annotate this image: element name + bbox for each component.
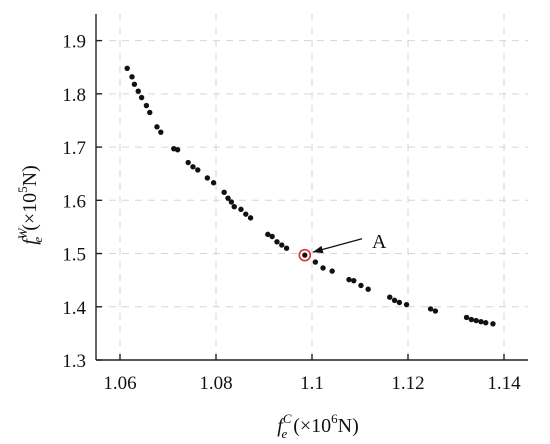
data-point-0-42 (468, 316, 475, 323)
data-points (124, 65, 496, 327)
data-point-0-14 (204, 175, 211, 181)
y-axis-label-sub: e (30, 237, 45, 243)
y-axis-label-base: f (19, 237, 41, 245)
data-point-0-34 (365, 286, 371, 292)
data-point-0-23 (265, 231, 271, 238)
data-point-0-20 (238, 206, 244, 213)
y-tick-label-2: 1.5 (62, 245, 86, 266)
data-point-0-29 (320, 265, 326, 271)
data-point-0-22 (247, 215, 254, 221)
data-point-0-8 (158, 129, 164, 135)
y-tick-label-1: 1.4 (62, 298, 86, 319)
data-point-0-19 (231, 203, 237, 210)
data-point-0-12 (190, 164, 196, 170)
x-axis-label-unit-suffix: N) (338, 415, 359, 437)
data-point-0-17 (225, 195, 231, 201)
data-point-0-21 (243, 211, 249, 217)
x-tick-label-4: 1.14 (487, 373, 521, 394)
data-point-0-28 (312, 259, 319, 265)
x-axis-label-sub: e (281, 426, 287, 441)
data-point-0-16 (221, 189, 227, 196)
x-axis-label-unit-exp: 6 (331, 411, 338, 426)
data-point-0-11 (185, 159, 191, 166)
y-tick-label-6: 1.9 (62, 32, 86, 53)
y-axis-label-unit-suffix: N) (19, 165, 41, 186)
x-tick-label-0: 1.06 (103, 373, 136, 394)
data-point-0-36 (391, 297, 398, 304)
data-point-0-39 (427, 306, 434, 312)
data-point-0-25 (274, 239, 280, 245)
data-point-0-40 (432, 308, 439, 314)
annotation-a: A (298, 231, 387, 262)
y-axis-label: fWe (×105N) (15, 165, 45, 245)
data-point-0-0 (124, 65, 130, 71)
data-point-0-37 (396, 299, 403, 306)
data-point-0-7 (154, 124, 160, 130)
data-point-0-24 (269, 233, 275, 240)
data-point-0-1 (129, 74, 135, 80)
data-point-0-31 (346, 276, 352, 283)
y-tick-label-4: 1.7 (62, 138, 86, 159)
data-point-0-41 (463, 314, 470, 321)
data-point-0-13 (195, 167, 201, 173)
y-axis-label-unit-prefix: (×10 (19, 193, 41, 231)
grid (96, 14, 528, 361)
data-point-0-30 (329, 268, 335, 274)
y-axis-label-unit-exp: 5 (15, 186, 30, 193)
annotation-label-a: A (372, 231, 387, 253)
x-axis-label-unit-prefix: (×10 (293, 415, 331, 437)
data-point-0-26 (279, 242, 285, 248)
data-point-0-32 (351, 277, 357, 284)
data-point-0-43 (473, 317, 479, 324)
data-point-0-27 (283, 245, 290, 251)
data-point-0-33 (358, 282, 364, 289)
x-tick-label-1: 1.08 (199, 373, 232, 394)
data-point-0-10 (174, 147, 181, 153)
x-axis-label-sup: C (283, 411, 292, 426)
data-point-0-5 (143, 102, 150, 109)
x-axis-label: fC e (×106N) (277, 411, 359, 441)
highlight-point (302, 252, 308, 258)
annotation-arrow-head (312, 245, 324, 254)
data-point-0-18 (228, 199, 235, 205)
y-axis-label-sup: W (15, 227, 30, 239)
data-point-0-6 (147, 109, 153, 116)
x-axis-label-base: f (277, 415, 285, 437)
data-point-0-46 (490, 321, 496, 327)
data-point-0-38 (403, 301, 410, 308)
data-point-0-4 (138, 94, 145, 101)
y-tick-label-3: 1.6 (62, 191, 86, 212)
x-tick-label-3: 1.12 (391, 373, 424, 394)
x-tick-label-2: 1.1 (300, 373, 324, 394)
y-tick-label-0: 1.3 (62, 351, 86, 372)
data-point-0-35 (387, 294, 393, 300)
data-point-0-2 (131, 81, 138, 87)
y-tick-label-5: 1.8 (62, 85, 86, 106)
data-point-0-3 (135, 88, 141, 94)
data-point-0-15 (210, 180, 217, 186)
data-point-0-44 (478, 318, 484, 325)
ticks: 1.06 1.08 1.1 1.12 1.14 1.3 1.4 1.5 1.6 1.7 1.8 1.9 (62, 32, 521, 394)
data-point-0-45 (483, 320, 489, 326)
